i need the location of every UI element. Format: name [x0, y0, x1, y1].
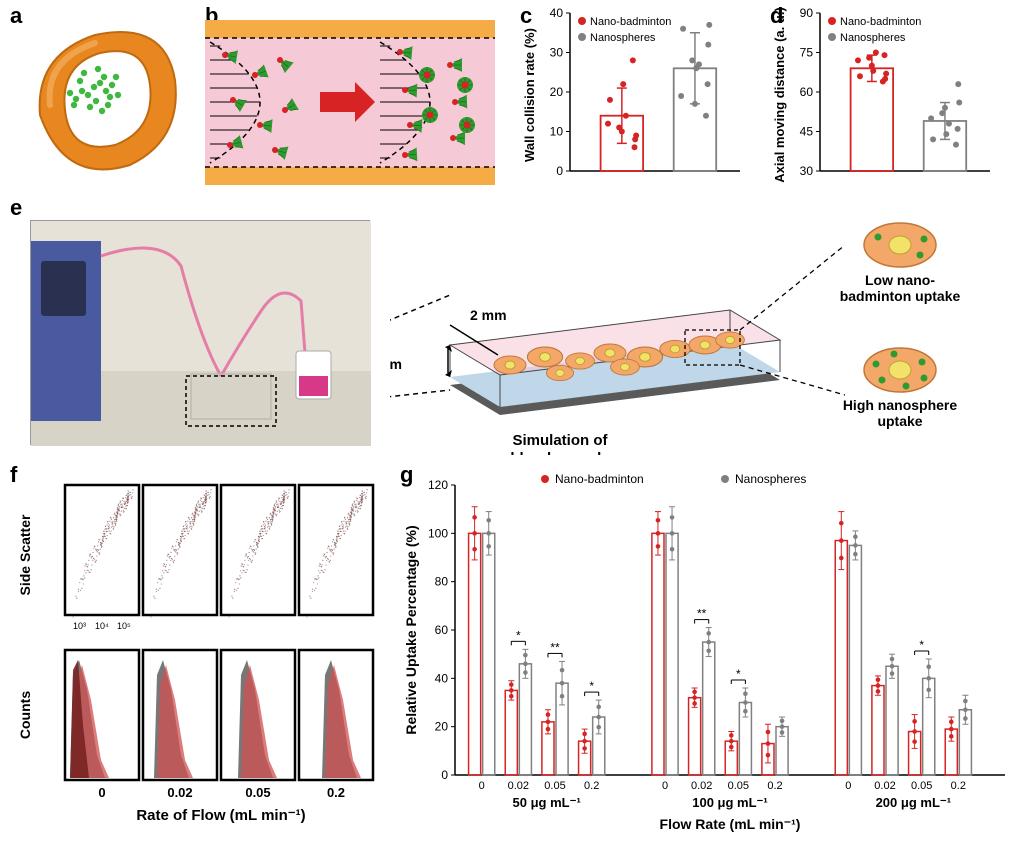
svg-text:Simulation of: Simulation of: [513, 432, 609, 449]
svg-text:40: 40: [435, 671, 449, 685]
svg-text:10⁵: 10⁵: [117, 621, 131, 631]
svg-text:Relative Uptake Percentage (%): Relative Uptake Percentage (%): [403, 525, 419, 734]
svg-text:badminton uptake: badminton uptake: [840, 288, 961, 304]
svg-text:2 mm: 2 mm: [470, 307, 507, 323]
svg-text:Nanospheres: Nanospheres: [840, 32, 906, 44]
svg-text:0.02: 0.02: [508, 780, 529, 792]
svg-text:80: 80: [435, 575, 449, 589]
svg-text:Wall collision rate (%): Wall collision rate (%): [522, 28, 537, 162]
chart-uptake: 0 20 40 60 80 100 120 Relative Uptake Percentag…: [400, 465, 1015, 835]
svg-text:Nanospheres: Nanospheres: [735, 472, 806, 486]
svg-text:**: **: [550, 640, 560, 654]
svg-text:60: 60: [435, 623, 449, 637]
svg-text:0: 0: [441, 768, 448, 782]
svg-text:100 μg mL⁻¹: 100 μg mL⁻¹: [692, 795, 768, 810]
svg-text:75: 75: [800, 46, 814, 60]
panel-c: 0 10 20 30 40 Wall collision rate (%) Nano-bad…: [520, 5, 750, 185]
svg-text:45: 45: [800, 125, 814, 139]
svg-text:100: 100: [428, 526, 448, 540]
svg-text:*: *: [919, 638, 924, 652]
svg-text:Nano-badminton: Nano-badminton: [840, 16, 921, 28]
svg-text:120: 120: [428, 478, 448, 492]
svg-text:uptake: uptake: [877, 413, 922, 429]
svg-text:Nano-badminton: Nano-badminton: [590, 16, 671, 28]
panel-b: [205, 20, 495, 185]
svg-text:*: *: [736, 667, 741, 681]
svg-text:20: 20: [435, 720, 449, 734]
chart-axial-distance: 30 45 60 75 90 Axial moving distance (a. u.) N…: [770, 5, 1000, 185]
svg-text:0: 0: [479, 780, 485, 792]
svg-text:Counts: Counts: [17, 691, 33, 739]
svg-text:30: 30: [800, 164, 814, 178]
svg-text:0.05: 0.05: [728, 780, 749, 792]
chart-wall-collision: 0 10 20 30 40 Wall collision rate (%) Nano-bad…: [520, 5, 750, 185]
svg-text:0.02: 0.02: [167, 785, 192, 800]
svg-text:Nanospheres: Nanospheres: [590, 32, 656, 44]
svg-text:Low nano-: Low nano-: [865, 272, 935, 288]
photo-setup: [30, 220, 370, 445]
svg-text:10⁴: 10⁴: [95, 621, 109, 631]
svg-text:0.2: 0.2: [327, 785, 345, 800]
svg-text:10³: 10³: [73, 621, 86, 631]
torus-illustration: [10, 5, 190, 185]
svg-text:90: 90: [800, 6, 814, 20]
svg-text:40: 40: [550, 6, 564, 20]
svg-text:Nano-badminton: Nano-badminton: [555, 472, 644, 486]
svg-text:0.05: 0.05: [544, 780, 565, 792]
svg-text:10: 10: [550, 125, 564, 139]
svg-text:0.2: 0.2: [951, 780, 966, 792]
svg-text:**: **: [697, 607, 707, 621]
svg-text:0: 0: [845, 780, 851, 792]
svg-text:Axial moving distance (a. u.): Axial moving distance (a. u.): [772, 7, 787, 183]
svg-text:200 μm: 200 μm: [390, 356, 402, 372]
svg-text:200 μg mL⁻¹: 200 μg mL⁻¹: [876, 795, 952, 810]
svg-text:Flow Rate (mL min⁻¹): Flow Rate (mL min⁻¹): [660, 816, 801, 832]
svg-text:blood vessels: blood vessels: [510, 450, 609, 455]
svg-text:0.05: 0.05: [911, 780, 932, 792]
svg-text:*: *: [516, 628, 521, 642]
svg-text:0.02: 0.02: [874, 780, 895, 792]
svg-text:High nanosphere: High nanosphere: [843, 397, 958, 413]
svg-text:0: 0: [556, 164, 563, 178]
svg-text:0.2: 0.2: [767, 780, 782, 792]
svg-text:*: *: [589, 679, 594, 693]
svg-text:0.2: 0.2: [584, 780, 599, 792]
svg-text:0.02: 0.02: [691, 780, 712, 792]
svg-text:50 μg mL⁻¹: 50 μg mL⁻¹: [513, 795, 581, 810]
svg-text:20: 20: [550, 85, 564, 99]
svg-text:Rate of Flow (mL min⁻¹): Rate of Flow (mL min⁻¹): [136, 807, 305, 824]
svg-text:30: 30: [550, 46, 564, 60]
svg-text:0: 0: [662, 780, 668, 792]
svg-text:0.05: 0.05: [245, 785, 270, 800]
panel-g: 0 20 40 60 80 100 120 Relative Uptake Percentag…: [400, 465, 1015, 835]
panel-e: 2 mm 200 μm Simulation ofblood vessels Low …: [10, 195, 1010, 455]
svg-text:Side Scatter: Side Scatter: [17, 514, 33, 595]
panel-a: [10, 5, 190, 185]
panel-d: 30 45 60 75 90 Axial moving distance (a. u.) N…: [770, 5, 1000, 185]
panel-f: Side Scatter 10³ 10⁴ 10⁵ Counts 0 0.02 0.05 0.2 R…: [10, 465, 380, 835]
svg-text:0: 0: [98, 785, 105, 800]
vessel-schematic: 2 mm 200 μm Simulation ofblood vessels Low …: [390, 195, 1010, 455]
channel-illustration: [205, 20, 495, 185]
flow-cytometry: Side Scatter 10³ 10⁴ 10⁵ Counts 0 0.02 0.05 0.2 R…: [10, 465, 380, 835]
svg-text:60: 60: [800, 85, 814, 99]
